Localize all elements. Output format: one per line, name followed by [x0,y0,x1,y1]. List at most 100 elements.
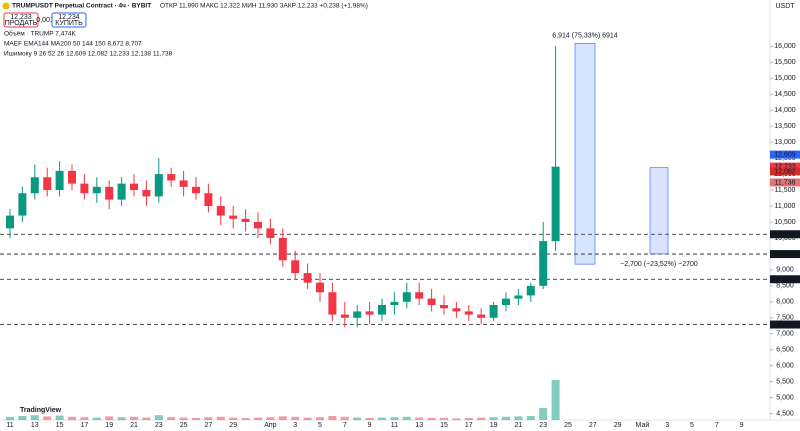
volume-bar [6,416,14,420]
x-tick-label: 11 [6,422,13,429]
level-tag [770,250,800,259]
volume-bar [266,417,275,420]
candle-body [452,308,461,312]
volume-bar [526,416,535,420]
candle-body [477,314,486,318]
x-tick-label: 17 [81,422,89,429]
y-tick-label: 6,000 [776,363,794,370]
volume-bar [539,408,548,420]
y-tick-label: 10,000 [774,235,796,242]
x-tick-label: 3 [293,422,297,429]
volume-bar [192,418,200,420]
candle-body [526,285,535,296]
y-tick-label: 15,500 [774,59,796,66]
level-label: 8,707 [776,276,794,283]
candle-body [340,314,349,318]
volume-bar [30,415,39,420]
x-tick-label: 9 [368,422,372,429]
x-tick-label: 13 [31,422,39,429]
volume-bar [130,416,138,420]
currency: USDT [775,3,795,10]
price-tag [770,167,800,176]
x-tick-label: 9 [740,422,744,429]
candle-body [266,228,275,238]
y-tick-label: 14,500 [774,91,796,98]
candle-body [241,218,250,222]
candle-body [229,215,238,219]
candle-body [489,305,498,318]
buy-label: КУПИТЬ [55,20,83,27]
volume-bar [353,417,362,420]
candle-body [55,170,64,191]
x-tick-label: 27 [205,422,213,429]
volume-bar [378,417,386,420]
volume-bar [278,416,287,420]
x-tick-label: 11 [391,422,398,429]
x-tick-label: 19 [105,422,113,429]
measure-label: 6,914 (75,33%) 6914 [552,32,617,39]
candle-body [440,305,448,309]
y-tick-label: 6,500 [776,347,794,354]
x-tick-label: 23 [155,422,163,429]
volume-bar [551,380,560,420]
candle-body [464,311,473,315]
candle-body [316,282,324,293]
volume-bar [328,416,337,420]
volume-bar [68,416,76,420]
measure-box [649,167,669,255]
volume-bar [489,417,498,420]
buy-button[interactable] [51,12,87,28]
x-tick-label: 17 [465,422,473,429]
y-tick-label: 4,500 [776,410,794,417]
volume-bar [415,417,424,420]
x-tick-label: 7 [715,422,719,429]
candle-body [43,177,52,191]
y-tick-label: 11,000 [775,203,796,210]
indicator: Объём · TRUMP 7,474K [4,30,77,38]
volume-bar [18,416,27,420]
x-tick-label: 5 [318,422,322,429]
candle-body [328,292,337,315]
candle-body [30,177,39,194]
y-tick-label: 13,500 [774,123,796,130]
price-tag [770,150,800,159]
y-tick-label: 15,000 [774,75,796,82]
x-tick-label: 25 [564,422,572,429]
sell-button[interactable] [3,12,39,28]
volume-bar [291,416,300,420]
candle-body [303,273,312,283]
volume-bar [216,416,225,420]
y-tick-label: 5,500 [776,379,794,386]
volume-bar [390,417,399,420]
y-tick-label: 11,500 [775,187,796,194]
level-tag [770,230,800,239]
buy-price: 12,234 [58,14,80,21]
sell-price: 12,233 [10,14,32,21]
volume-bar [452,418,461,420]
y-tick-label: 9,000 [776,267,794,274]
level-label: 7,289 [776,321,794,328]
x-tick-label: 23 [539,422,547,429]
candle-body [6,215,14,229]
volume-bar [316,417,324,420]
logo: TradingView [20,407,62,414]
measure-label: −2,700 (−23,52%) −2700 [620,261,698,268]
symbol-title: TRUMPUSDT Perpetual Contract · 4ч · BYBI… [12,3,151,10]
price-tag-label: 12,609 [774,151,796,158]
x-tick-label: 29 [614,422,622,429]
candle-body [278,237,287,261]
volume-bar [464,418,473,420]
price-tag-label: 12,082 [774,168,796,175]
x-tick-label: 7 [343,422,347,429]
volume-bar [254,417,262,420]
candle-body [192,186,200,194]
candle-body [167,174,176,181]
candle-body [390,301,399,306]
y-tick-label: 8,500 [776,283,794,290]
indicator: MAEF EMA144 MA200 50 144 150 8,672 8,707 [4,41,142,48]
volume-bar [80,417,89,420]
volume-bar [514,416,523,420]
volume-bar [502,416,510,420]
